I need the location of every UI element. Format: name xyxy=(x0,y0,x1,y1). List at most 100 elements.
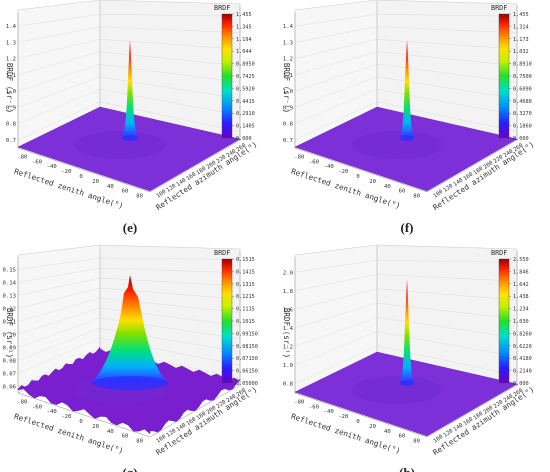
panel-f: 0.7 0.8 0.9 1.0 1.1 1.2 1.3 1.4 -80 -60 -40 -20 0 20 4… xyxy=(282,0,536,235)
colorbar-tick-label: 0.05000 xyxy=(236,381,258,387)
z-tick-label: 0.07 xyxy=(3,372,16,378)
y-tick-label: 220 xyxy=(493,154,505,165)
z-tick-label: 0.13 xyxy=(3,294,16,300)
colorbar-tick-label: 1.455 xyxy=(236,12,252,18)
colorbar xyxy=(221,13,233,139)
panel-caption: (g) xyxy=(122,465,137,472)
x-axis-line xyxy=(294,147,428,193)
y-tick-label: 120 xyxy=(166,183,178,194)
y-axis-line xyxy=(426,139,518,193)
x-tick-label: -60 xyxy=(32,159,42,165)
y-tick-label: 240 xyxy=(503,148,515,159)
y-tick-label: 200 xyxy=(483,160,495,171)
colorbar-tick-label: 0.08150 xyxy=(236,344,258,350)
colorbar-tick-label: 0.000 xyxy=(236,136,252,142)
colorbar-tick-label: 0.1015 xyxy=(236,319,255,325)
colorbar-tick-label: 0.2140 xyxy=(513,369,532,375)
z-tick-label: 1.0 xyxy=(6,89,16,95)
peak-base xyxy=(400,380,414,386)
panel-caption: (h) xyxy=(399,465,415,472)
z-axis-title: BRDF (sr⁻¹) xyxy=(282,308,291,358)
y-tick-label: 240 xyxy=(226,148,238,159)
y-tick-label: 120 xyxy=(443,428,455,439)
y-tick-label: 180 xyxy=(473,411,485,422)
colorbar-tick-label: 1.032 xyxy=(513,49,529,55)
colorbar-tick-label: 0.8950 xyxy=(236,62,255,68)
z-tick-label: 1.3 xyxy=(283,40,293,46)
z-tick-label: 1.0 xyxy=(283,89,293,95)
colorbar-tick-label: 1.194 xyxy=(236,37,252,43)
z-tick-label: 0.09 xyxy=(3,346,16,352)
z-axis-title: BRDF (sr⁻¹) xyxy=(5,308,14,358)
surface-shading xyxy=(75,131,165,159)
colorbar-tick-label: 0.1415 xyxy=(236,269,255,275)
x-tick-label: 40 xyxy=(107,429,114,435)
x-tick-label: 0 xyxy=(356,419,359,425)
x-tick-label: -60 xyxy=(32,404,42,410)
x-tick-label: 80 xyxy=(413,194,420,200)
x-tick-label: 0 xyxy=(356,174,359,180)
z-tick-label: 1.1 xyxy=(283,73,293,79)
z-tick-label: 0.14 xyxy=(3,281,17,287)
z-tick-label: 0.10 xyxy=(3,333,16,339)
colorbar-tick-label: 2.550 xyxy=(513,257,529,263)
z-tick-label: 1.2 xyxy=(6,57,16,63)
colorbar-tick-label: 0.07150 xyxy=(236,356,258,362)
x-tick-label: 80 xyxy=(136,439,143,445)
x-tick-label: -40 xyxy=(47,409,57,415)
y-tick-label: 180 xyxy=(196,166,208,177)
x-tick-label: -80 xyxy=(294,399,304,405)
panel-e: 0.7 0.8 0.9 1.0 1.1 1.2 1.3 1.4 -80 -60 -40 -20 0 20 4… xyxy=(5,0,259,235)
surface-shading xyxy=(352,131,442,159)
y-tick-label: 260 xyxy=(236,143,248,154)
colorbar-tick-label: 0.8910 xyxy=(513,62,532,68)
panel-caption: (f) xyxy=(401,220,414,235)
colorbar-tick-label: 1.030 xyxy=(513,319,529,325)
colorbar-tick-label: 0.4415 xyxy=(236,99,255,105)
colorbar-tick-label: 1.173 xyxy=(513,37,529,43)
z-tick-label: 0.8 xyxy=(283,382,294,388)
y-tick-label: 160 xyxy=(463,417,475,428)
colorbar-tick-label: 1.044 xyxy=(236,49,252,55)
x-axis-line xyxy=(17,147,151,193)
colorbar-tick-label: 0.2910 xyxy=(236,111,255,117)
y-tick-label: 100 xyxy=(156,189,168,200)
x-tick-label: 20 xyxy=(369,179,376,185)
x-tick-label: 40 xyxy=(107,184,114,190)
x-tick-label: -80 xyxy=(17,154,27,160)
brdf-peak xyxy=(92,275,168,383)
x-tick-label: 0 xyxy=(79,419,82,425)
colorbar-tick-label: 0.1115 xyxy=(236,307,255,313)
colorbar-tick-label: 0.000 xyxy=(513,136,529,142)
y-tick-label: 240 xyxy=(226,393,238,404)
x-tick-label: 60 xyxy=(399,434,406,440)
x-tick-label: -20 xyxy=(338,414,348,420)
y-tick-label: 180 xyxy=(473,166,485,177)
colorbar-tick-label: 0.8260 xyxy=(513,331,532,337)
colorbar-tick-label: 0.1215 xyxy=(236,294,255,300)
x-tick-label: 40 xyxy=(384,429,391,435)
z-tick-label: 1.4 xyxy=(283,326,294,332)
y-tick-label: 200 xyxy=(206,405,218,416)
z-tick-label: 0.06 xyxy=(3,385,16,391)
y-tick-label: 220 xyxy=(216,399,228,410)
y-tick-label: 160 xyxy=(186,417,198,428)
z-tick-label: 0.08 xyxy=(3,359,17,365)
colorbar-tick-label: 0.1515 xyxy=(236,257,255,263)
colorbar-tick-label: 1.234 xyxy=(513,307,529,313)
z-axis-title: BRDF (sr⁻¹) xyxy=(282,63,291,113)
x-tick-label: 20 xyxy=(92,179,99,185)
x-tick-label: -20 xyxy=(61,169,71,175)
y-tick-label: 100 xyxy=(156,434,168,445)
z-tick-label: 0.11 xyxy=(3,320,16,326)
x-tick-label: 80 xyxy=(413,439,420,445)
x-axis-line xyxy=(294,392,428,438)
z-axis-title: BRDF (sr⁻¹) xyxy=(5,63,14,113)
y-tick-label: 100 xyxy=(433,434,445,445)
y-axis-line xyxy=(149,384,241,438)
y-tick-label: 260 xyxy=(236,388,248,399)
surface-floor xyxy=(294,106,518,192)
colorbar-title: BRDF xyxy=(214,249,230,257)
x-tick-label: 20 xyxy=(369,424,376,430)
